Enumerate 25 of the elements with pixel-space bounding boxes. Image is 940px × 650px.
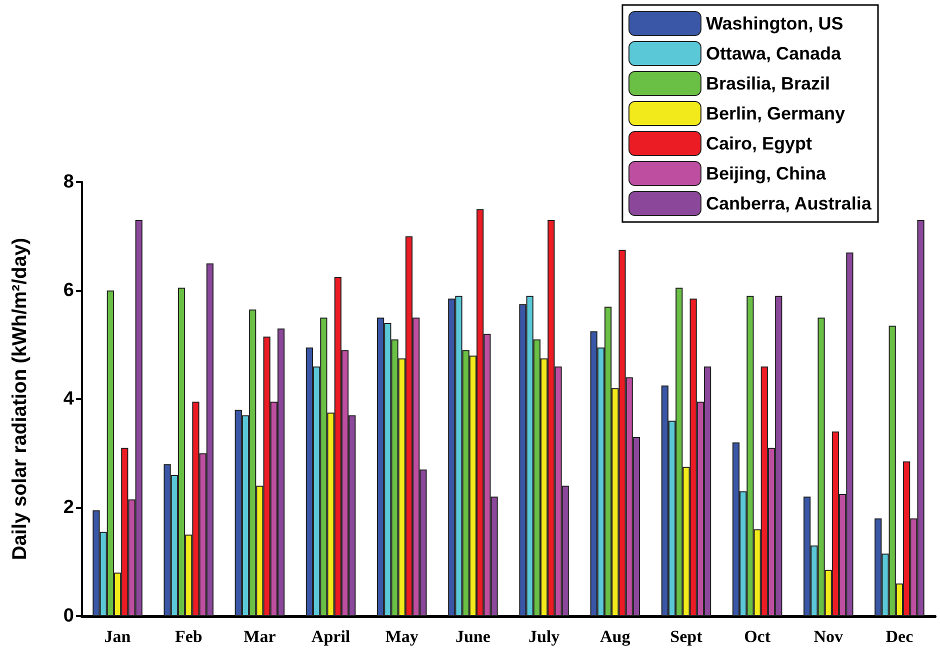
legend-label: Ottawa, Canada (706, 44, 842, 64)
y-axis-title: Daily solar radiation (kWh/m²/day) (9, 238, 31, 560)
legend-label: Cairo, Egypt (706, 134, 812, 154)
y-tick-label: 8 (63, 172, 74, 192)
legend-label: Canberra, Australia (706, 194, 872, 214)
legend-label: Washington, US (706, 14, 844, 34)
x-tick-label: May (385, 627, 419, 646)
y-tick-label: 2 (63, 497, 74, 518)
x-tick-label: April (311, 627, 350, 646)
x-tick-label: Sept (670, 627, 703, 646)
x-tick-label: Mar (244, 627, 276, 646)
legend-label: Beijing, China (706, 164, 827, 184)
legend-label: Brasilia, Brazil (706, 74, 830, 94)
x-tick-label: Aug (600, 627, 631, 646)
x-tick-label: Jan (104, 627, 132, 646)
x-tick-label: July (528, 627, 560, 646)
y-tick-label: 6 (63, 280, 74, 301)
x-tick-label: Oct (744, 627, 771, 646)
legend-label: Berlin, Germany (706, 104, 845, 124)
y-tick-label: 4 (63, 388, 74, 410)
x-tick-label: Feb (174, 627, 202, 646)
x-tick-label: Dec (886, 627, 914, 646)
x-tick-label: June (455, 627, 491, 646)
y-tick-label: 0 (63, 606, 74, 626)
x-tick-label: Nov (814, 627, 844, 646)
